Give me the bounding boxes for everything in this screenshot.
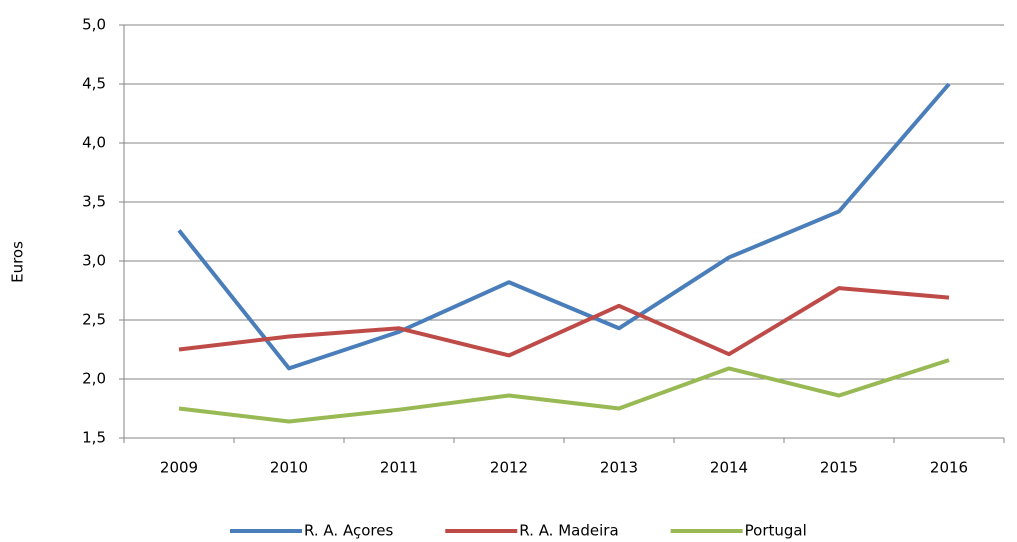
legend-label: Portugal bbox=[745, 522, 807, 540]
y-tick-label: 2,0 bbox=[82, 370, 106, 388]
x-tick-label: 2015 bbox=[820, 459, 858, 477]
series-line bbox=[177, 82, 951, 371]
legend-label: R. A. Madeira bbox=[519, 522, 618, 540]
x-tick-label: 2014 bbox=[710, 459, 748, 477]
y-tick-label: 2,5 bbox=[82, 311, 106, 329]
y-tick-label: 4,0 bbox=[82, 134, 106, 152]
series-line bbox=[178, 286, 950, 358]
y-tick-label: 3,5 bbox=[82, 193, 106, 211]
x-tick-label: 2013 bbox=[600, 459, 638, 477]
series-line bbox=[178, 358, 950, 424]
legend-label: R. A. Açores bbox=[304, 522, 393, 540]
x-tick-label: 2009 bbox=[160, 459, 198, 477]
y-tick-label: 3,0 bbox=[82, 252, 106, 270]
x-tick-label: 2010 bbox=[270, 459, 308, 477]
y-tick-label: 4,5 bbox=[82, 75, 106, 93]
x-tick-label: 2016 bbox=[930, 459, 968, 477]
x-tick-label: 2011 bbox=[380, 459, 418, 477]
y-tick-label: 5,0 bbox=[82, 16, 106, 34]
y-axis-label: Euros bbox=[9, 241, 27, 283]
y-tick-label: 1,5 bbox=[82, 429, 106, 447]
x-tick-label: 2012 bbox=[490, 459, 528, 477]
